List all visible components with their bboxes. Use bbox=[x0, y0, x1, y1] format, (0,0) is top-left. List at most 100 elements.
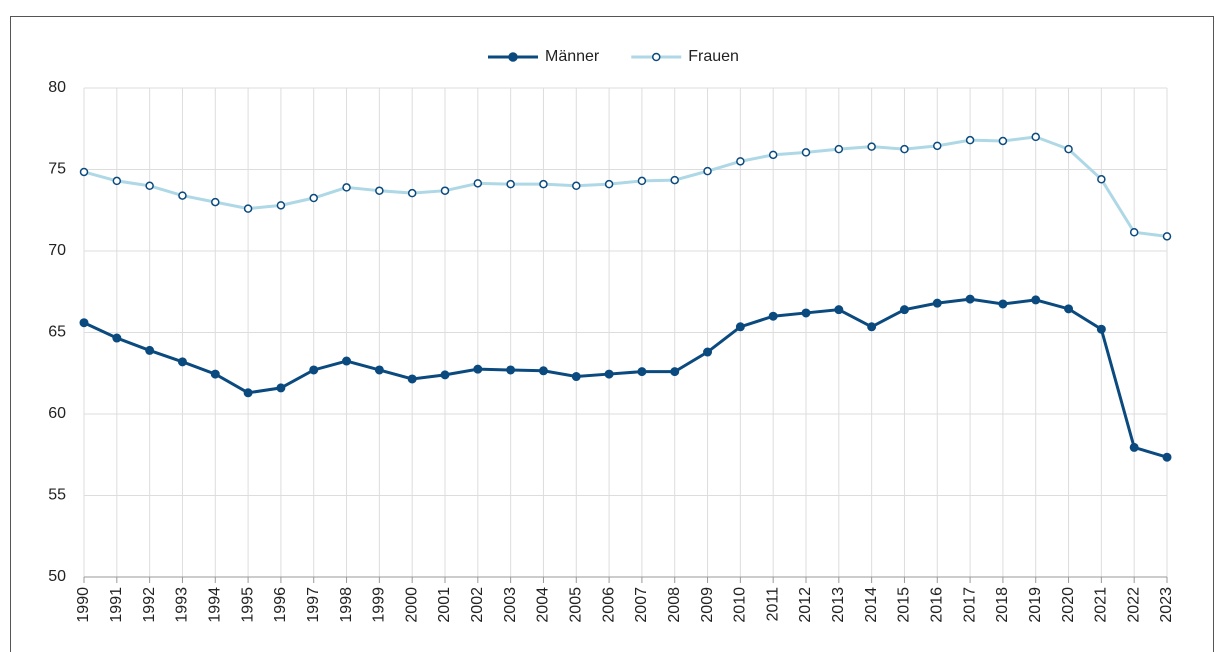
legend-marker bbox=[508, 52, 518, 62]
x-tick-label: 2019 bbox=[1027, 587, 1044, 623]
x-tick-label: 2013 bbox=[830, 587, 847, 623]
x-tick-label: 2005 bbox=[567, 587, 584, 623]
data-point bbox=[604, 179, 614, 189]
data-point bbox=[539, 179, 548, 189]
x-tick-label: 1992 bbox=[141, 587, 158, 623]
data-point bbox=[243, 388, 253, 398]
data-point bbox=[473, 364, 483, 374]
data-point bbox=[407, 374, 417, 384]
data-point bbox=[834, 305, 844, 315]
data-point bbox=[867, 322, 877, 332]
data-point bbox=[309, 193, 318, 203]
x-tick-label: 2016 bbox=[928, 587, 945, 623]
data-point bbox=[210, 369, 220, 379]
data-point bbox=[801, 308, 811, 318]
data-point bbox=[1064, 144, 1073, 154]
legend: Männer Frauen bbox=[488, 48, 739, 65]
data-point bbox=[243, 204, 253, 213]
x-tick-label: 2008 bbox=[666, 587, 683, 623]
data-point bbox=[670, 175, 679, 185]
data-point bbox=[538, 366, 548, 376]
data-point bbox=[736, 157, 745, 166]
x-tick-label: 2007 bbox=[633, 587, 650, 623]
x-tick-label: 2006 bbox=[600, 587, 617, 623]
data-point bbox=[440, 186, 450, 195]
x-tick-label: 1995 bbox=[239, 587, 256, 623]
data-point bbox=[177, 357, 187, 367]
data-point bbox=[801, 148, 811, 157]
y-tick-label: 65 bbox=[48, 324, 66, 341]
data-point bbox=[342, 356, 352, 366]
data-point bbox=[768, 150, 778, 160]
data-point bbox=[1096, 324, 1106, 334]
x-tick-label: 2014 bbox=[863, 587, 880, 623]
data-point bbox=[79, 318, 89, 328]
data-point bbox=[407, 188, 417, 198]
data-point bbox=[965, 135, 975, 145]
data-point bbox=[374, 365, 384, 375]
x-tick-label: 2021 bbox=[1093, 587, 1110, 623]
data-point bbox=[899, 305, 909, 315]
data-point bbox=[1162, 232, 1172, 241]
data-point bbox=[1031, 132, 1040, 142]
data-point bbox=[834, 144, 844, 154]
data-point bbox=[571, 372, 581, 382]
x-tick-label: 2004 bbox=[535, 587, 552, 623]
data-point bbox=[965, 294, 975, 304]
legend-label: Frauen bbox=[688, 48, 739, 65]
data-point bbox=[1129, 228, 1139, 237]
data-point bbox=[112, 176, 122, 186]
data-point bbox=[112, 333, 122, 343]
data-point bbox=[900, 144, 909, 154]
x-tick-label: 2011 bbox=[764, 587, 781, 622]
x-tick-label: 1997 bbox=[305, 587, 322, 623]
data-point bbox=[637, 367, 647, 377]
x-tick-label: 1998 bbox=[338, 587, 355, 623]
x-tick-label: 2012 bbox=[797, 587, 814, 623]
x-tick-label: 2001 bbox=[436, 587, 453, 623]
data-point bbox=[637, 176, 647, 186]
x-tick-label: 2002 bbox=[469, 587, 486, 623]
x-tick-label: 2018 bbox=[994, 587, 1011, 623]
x-tick-label: 2010 bbox=[732, 587, 749, 623]
y-tick-label: 75 bbox=[48, 161, 66, 178]
data-point bbox=[473, 179, 483, 188]
y-tick-label: 80 bbox=[48, 79, 66, 96]
y-tick-label: 55 bbox=[48, 487, 66, 504]
data-point bbox=[1162, 452, 1172, 462]
data-point bbox=[933, 141, 942, 151]
series-line bbox=[83, 297, 1168, 459]
data-point bbox=[506, 365, 516, 375]
x-tick-label: 2017 bbox=[961, 587, 978, 623]
x-tick-label: 1994 bbox=[206, 587, 223, 623]
x-tick-label: 2023 bbox=[1158, 587, 1175, 623]
x-tick-label: 2015 bbox=[896, 587, 913, 623]
data-point bbox=[604, 369, 614, 379]
x-tick-label: 2003 bbox=[502, 587, 519, 623]
legend-marker bbox=[652, 52, 661, 62]
data-point bbox=[145, 181, 154, 191]
data-point bbox=[867, 142, 876, 151]
x-tick-label: 2022 bbox=[1125, 587, 1142, 623]
data-point bbox=[768, 311, 778, 321]
data-point bbox=[375, 186, 384, 195]
data-point bbox=[998, 136, 1008, 146]
data-point bbox=[703, 347, 713, 357]
data-point bbox=[703, 166, 712, 176]
data-point bbox=[670, 367, 680, 377]
data-point bbox=[276, 201, 286, 210]
x-tick-label: 1990 bbox=[75, 587, 92, 623]
data-point bbox=[178, 191, 187, 200]
x-tick-label: 2000 bbox=[403, 587, 420, 623]
data-point bbox=[1031, 295, 1041, 305]
x-tick-label: 1999 bbox=[371, 587, 388, 623]
x-tick-label: 1996 bbox=[272, 587, 289, 623]
data-point bbox=[211, 197, 220, 207]
data-point bbox=[932, 298, 942, 308]
y-tick-label: 60 bbox=[48, 405, 66, 422]
data-point bbox=[309, 365, 319, 375]
data-point bbox=[1097, 175, 1106, 184]
data-point bbox=[342, 183, 351, 192]
data-point bbox=[506, 179, 515, 189]
